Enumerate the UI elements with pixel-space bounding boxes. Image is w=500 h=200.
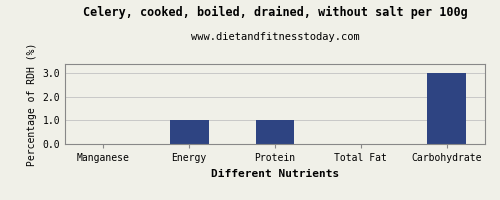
Bar [428, 73, 466, 144]
Bar [170, 120, 208, 144]
X-axis label: Different Nutrients: Different Nutrients [211, 169, 339, 179]
Text: www.dietandfitnesstoday.com: www.dietandfitnesstoday.com [190, 32, 360, 42]
Bar [256, 120, 294, 144]
Y-axis label: Percentage of RDH (%): Percentage of RDH (%) [27, 42, 37, 166]
Text: Celery, cooked, boiled, drained, without salt per 100g: Celery, cooked, boiled, drained, without… [82, 6, 468, 19]
